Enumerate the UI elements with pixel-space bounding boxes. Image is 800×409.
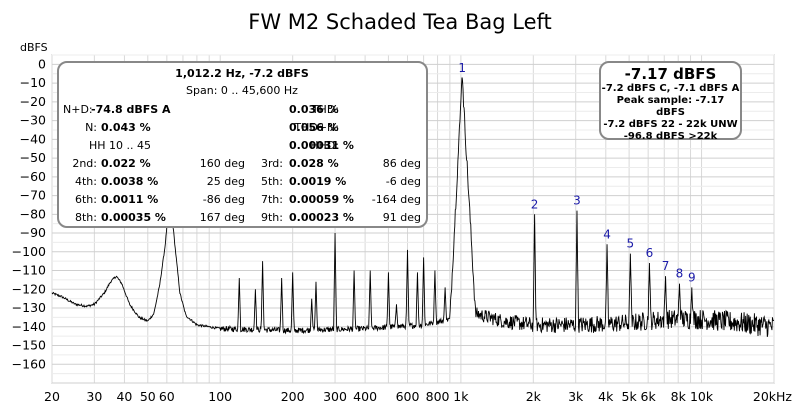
h3-value: 0.028 %: [289, 157, 339, 170]
h7-label: 7th:: [261, 193, 283, 206]
nd-label: N+D:: [63, 103, 93, 116]
x-tick-label: 4k: [598, 389, 614, 404]
harmonic-label: 1: [458, 61, 466, 75]
x-tick-label: 6k: [641, 389, 657, 404]
h6-label: 6th:: [75, 193, 97, 206]
level-main: -7.17 dBFS: [624, 65, 717, 83]
x-tick-label: 800: [426, 389, 450, 404]
h9-label: 9th:: [261, 211, 283, 224]
h8-value: 0.00035 %: [101, 211, 166, 224]
x-tick-label: 30: [86, 389, 102, 404]
hhd-label: HHD:: [310, 139, 339, 152]
harmonic-label: 3: [573, 194, 581, 208]
n-value: 0.043 %: [101, 121, 151, 134]
x-tick-label: 60: [159, 389, 175, 404]
y-tick-label: −50: [20, 150, 46, 165]
stats-header: 1,012.2 Hz, -7.2 dBFS: [175, 67, 309, 80]
thd-label: THD:: [311, 103, 339, 116]
x-tick-label: 200: [281, 389, 305, 404]
h5-label: 5th:: [261, 175, 283, 188]
y-axis-label: dBFS: [20, 41, 48, 54]
harmonic-label: 7: [662, 259, 670, 273]
h8-label: 8th:: [75, 211, 97, 224]
h3-phase: 86 deg: [382, 157, 421, 170]
x-tick-label: 300: [323, 389, 347, 404]
y-tick-label: −80: [20, 206, 46, 221]
h9-value: 0.00023 %: [289, 211, 354, 224]
x-tick-label: 100: [208, 389, 232, 404]
hh-label: HH 10 .. 45: [89, 139, 152, 152]
y-tick-label: −150: [12, 338, 46, 353]
x-tick-label: 20: [44, 389, 60, 404]
level-line-2: Peak sample: -7.17 dBFS: [616, 95, 725, 118]
hhd-value: 0.00031 %: [289, 139, 354, 152]
h9-phase: 91 deg: [382, 211, 421, 224]
x-tick-label: 50: [140, 389, 156, 404]
harmonic-label: 5: [627, 237, 635, 251]
x-tick-label: 5k: [622, 389, 638, 404]
h5-value: 0.0019 %: [289, 175, 347, 188]
y-tick-label: −40: [20, 131, 46, 146]
x-tick-label: 600: [396, 389, 420, 404]
y-tick-label: −30: [20, 113, 46, 128]
h2-value: 0.022 %: [101, 157, 151, 170]
x-tick-label: 40: [116, 389, 132, 404]
thdn-label: THD+N:: [294, 121, 339, 134]
y-tick-label: −20: [20, 94, 46, 109]
h2-phase: 160 deg: [199, 157, 245, 170]
stats-span: Span: 0 .. 45,600 Hz: [186, 84, 298, 97]
h2-label: 2nd:: [72, 157, 97, 170]
h5-phase: -6 deg: [385, 175, 421, 188]
y-tick-label: −10: [20, 75, 46, 90]
harmonic-label: 4: [603, 227, 611, 241]
harmonic-label: 2: [531, 197, 539, 211]
y-tick-label: −60: [20, 169, 46, 184]
level-line-1: -7.2 dBFS C, -7.1 dBFS A: [601, 83, 740, 94]
level-line-4: -96.8 dBFS >22k: [623, 131, 718, 142]
h7-phase: -164 deg: [371, 193, 421, 206]
x-tick-label: 8k: [671, 389, 687, 404]
harmonic-label: 8: [676, 267, 684, 281]
level-line-3: -7.2 dBFS 22 - 22k UNW: [603, 119, 738, 130]
chart-title: FW M2 Schaded Tea Bag Left: [248, 10, 552, 34]
y-tick-label: −110: [12, 263, 46, 278]
harmonic-label: 6: [646, 246, 654, 260]
y-tick-label: −130: [12, 300, 46, 315]
y-tick-label: 0: [38, 56, 46, 71]
y-tick-label: −100: [12, 244, 46, 259]
spectrum-series: [51, 77, 775, 337]
h6-value: 0.0011 %: [101, 193, 159, 206]
nd-value: -74.8 dBFS A: [91, 103, 171, 116]
x-tick-label: 3k: [568, 389, 584, 404]
x-tick-label: 1k: [453, 389, 469, 404]
y-tick-label: −70: [20, 188, 46, 203]
y-tick-label: −120: [12, 281, 46, 296]
h7-value: 0.00059 %: [289, 193, 354, 206]
thd-value: 0.036 %: [289, 103, 339, 116]
y-tick-label: −160: [12, 356, 46, 371]
h8-phase: 167 deg: [199, 211, 245, 224]
y-tick-label: −90: [20, 225, 46, 240]
y-tick-label: −140: [12, 319, 46, 334]
harmonic-label: 9: [688, 270, 696, 284]
spectrum-line: [51, 77, 775, 337]
x-tick-label: 2k: [526, 389, 542, 404]
thdn-value: 0.056 %: [289, 121, 339, 134]
h4-value: 0.0038 %: [101, 175, 159, 188]
x-tick-label: 400: [353, 389, 377, 404]
x-tick-label: 10k: [690, 389, 714, 404]
h3-label: 3rd:: [260, 157, 283, 170]
measurement-panel: 1,012.2 Hz, -7.2 dBFS Span: 0 .. 45,600 …: [57, 61, 428, 228]
h4-label: 4th:: [75, 175, 97, 188]
h4-phase: 25 deg: [206, 175, 245, 188]
h6-phase: -86 deg: [202, 193, 245, 206]
x-tick-label: 20kHz: [753, 389, 793, 404]
level-readout-panel: -7.17 dBFS -7.2 dBFS C, -7.1 dBFS A Peak…: [599, 61, 742, 142]
n-label: N:: [85, 121, 97, 134]
axis-ticks: 0 −10 −20 −30 −40 −50 −60 −70 −80 −90 −100 −110 −120…: [12, 56, 793, 404]
